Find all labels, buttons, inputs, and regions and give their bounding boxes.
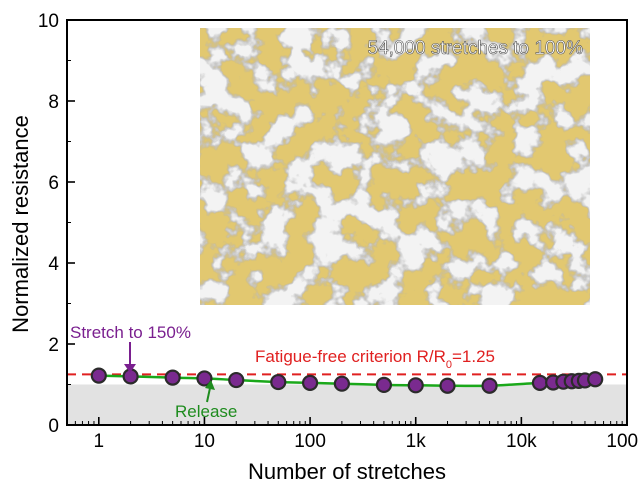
threshold-label: Fatigue-free criterion R/R0=1.25 xyxy=(255,347,495,371)
x-tick-label: 100 xyxy=(294,431,326,452)
y-tick-label: 8 xyxy=(48,92,59,113)
annotations: Fatigue-free criterion R/R0=1.25 Stretch… xyxy=(70,323,495,421)
y-axis-label: Normalized resistance xyxy=(8,115,33,333)
plot-area xyxy=(67,367,627,425)
data-point xyxy=(587,371,604,388)
x-tick-label: 1k xyxy=(406,431,427,452)
data-point xyxy=(196,370,213,387)
data-point xyxy=(270,373,287,391)
shaded-band xyxy=(67,384,627,425)
data-point xyxy=(228,371,245,389)
inset-image: 54,000 stretches to 100% xyxy=(200,28,590,305)
release-annotation-label: Release xyxy=(175,402,237,421)
threshold-label-tail: =1.25 xyxy=(452,347,495,366)
x-axis-label: Number of stretches xyxy=(248,459,446,484)
stretch-annotation-arrowhead xyxy=(124,364,136,373)
stretch-annotation-label: Stretch to 150% xyxy=(70,323,191,342)
threshold-label-main: Fatigue-free criterion R/R xyxy=(255,347,446,366)
y-tick-label: 2 xyxy=(48,335,59,356)
data-point xyxy=(407,377,424,394)
x-tick-label: 1 xyxy=(94,431,105,452)
data-point xyxy=(333,375,350,392)
data-point xyxy=(439,377,456,394)
axes: 1 10 100 1k 10k 100k 0 2 4 6 8 10 xyxy=(38,11,638,452)
y-tick-label: 6 xyxy=(48,173,59,194)
data-point xyxy=(90,367,107,384)
y-tick-label: 0 xyxy=(48,416,59,437)
release-annotation-arrow xyxy=(206,387,211,403)
data-point xyxy=(301,374,319,391)
y-tick-label: 4 xyxy=(48,254,59,275)
x-tick-label: 100k xyxy=(606,431,638,452)
x-tick-label: 10 xyxy=(194,431,215,452)
data-point xyxy=(375,376,393,394)
threshold-label-sub: 0 xyxy=(446,359,452,371)
x-tick-label: 10k xyxy=(506,431,537,452)
data-point xyxy=(481,377,498,394)
y-tick-label: 10 xyxy=(38,11,59,32)
data-point xyxy=(531,374,549,391)
inset-crack-pattern xyxy=(200,28,590,305)
release-annotation-arrowhead xyxy=(205,380,215,390)
data-point xyxy=(164,369,181,386)
inset-caption: 54,000 stretches to 100% xyxy=(368,38,584,59)
